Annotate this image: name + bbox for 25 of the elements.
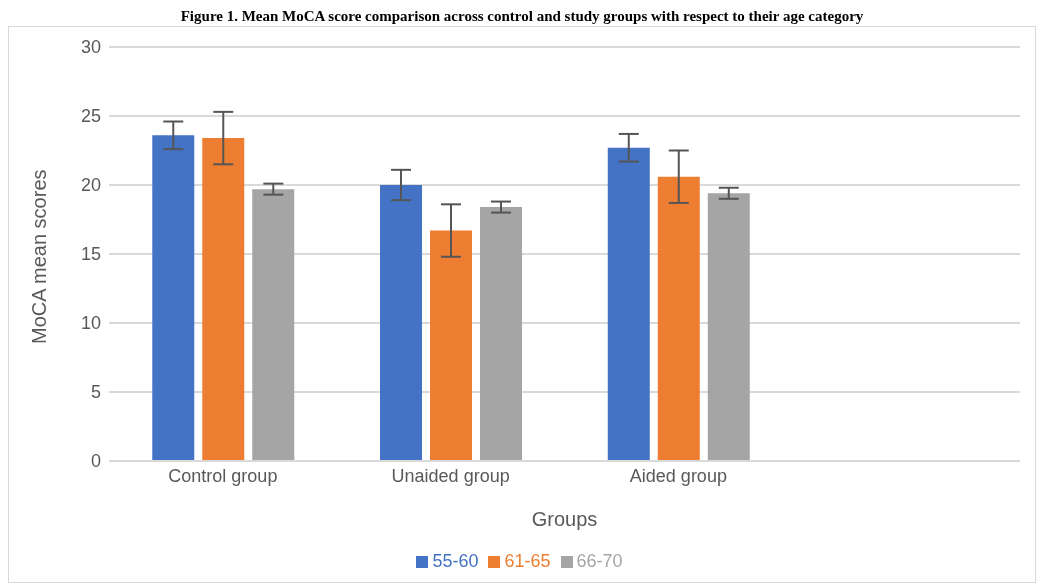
bar — [380, 185, 423, 461]
x-axis-title: Groups — [531, 508, 598, 530]
legend-label: 66-70 — [576, 551, 623, 571]
y-tick-label: 5 — [90, 382, 101, 403]
x-tick-label: Control group — [168, 465, 278, 486]
y-tick-label: 20 — [80, 175, 101, 196]
bar — [202, 138, 245, 461]
y-tick-label: 10 — [80, 313, 101, 334]
y-tick-label: 25 — [80, 106, 101, 127]
bar — [152, 135, 195, 461]
bar — [480, 207, 523, 461]
bar — [657, 176, 700, 461]
bar — [707, 193, 750, 461]
legend-label: 61-65 — [504, 551, 551, 571]
y-axis-title: MoCA mean scores — [28, 169, 51, 344]
x-tick-label: Aided group — [629, 465, 727, 486]
x-tick-label: Unaided group — [391, 465, 510, 486]
bar — [607, 147, 650, 461]
legend-label: 55-60 — [432, 551, 479, 571]
y-tick-label: 30 — [80, 37, 101, 58]
y-tick-label: 0 — [90, 451, 101, 472]
bar — [430, 230, 473, 461]
y-tick-label: 15 — [80, 244, 101, 265]
bar — [252, 189, 295, 461]
chart-title: Figure 1. Mean MoCA score comparison across control and study groups with respect to their age category — [179, 8, 865, 26]
